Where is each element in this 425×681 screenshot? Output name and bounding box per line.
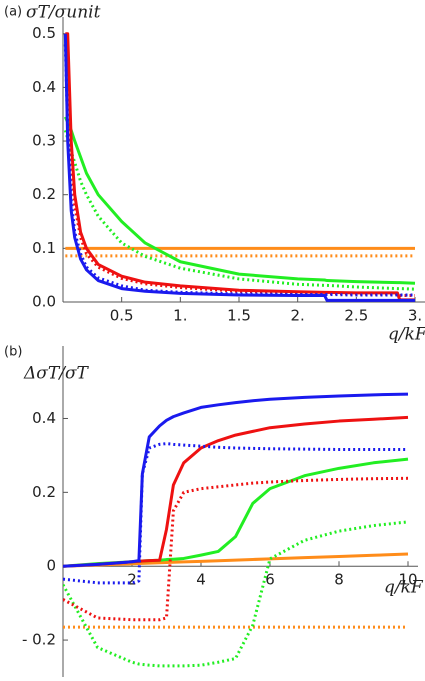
y-tick-label: 0.1: [32, 239, 56, 257]
series-line: [63, 116, 416, 285]
y-axis-label: ΔσT/σT: [23, 364, 90, 384]
plot-area: [63, 392, 409, 668]
series-line: [63, 392, 409, 568]
plot-area: [63, 32, 416, 302]
y-tick-label: 0.0: [32, 293, 56, 311]
y-tick-label: - 0.2: [22, 631, 56, 649]
y-tick-label: 0.4: [32, 78, 56, 96]
x-tick-label: 0.5: [110, 307, 134, 325]
series-line: [63, 44, 415, 297]
series-line: [63, 520, 409, 668]
panel-label: (b): [4, 345, 22, 360]
series-line: [63, 415, 409, 568]
x-tick-label: 6: [265, 571, 275, 589]
series-line: [63, 552, 409, 568]
series-line: [63, 33, 415, 298]
series-line: [63, 476, 409, 622]
x-tick-label: 2.5: [344, 307, 368, 325]
y-tick-label: 0.4: [32, 409, 56, 427]
x-tick-label: 1.: [173, 307, 187, 325]
x-tick-label: 2: [127, 571, 137, 589]
x-axis-label: q/kF: [384, 578, 424, 598]
x-axis-label: q/kF: [388, 325, 425, 345]
y-axis-label: σT/σunit: [26, 3, 101, 23]
y-tick-label: 0.3: [32, 132, 56, 150]
series-line: [63, 442, 408, 585]
y-tick-label: 0: [46, 557, 56, 575]
x-tick-label: 4: [196, 571, 206, 589]
x-tick-label: 10: [398, 571, 417, 589]
x-tick-label: 2.: [291, 307, 305, 325]
series-line: [63, 457, 409, 568]
series-line: [65, 32, 415, 302]
series-line: [63, 33, 415, 302]
y-tick-label: 0.2: [32, 185, 56, 203]
x-tick-label: 3.: [408, 307, 422, 325]
x-tick-label: 1.5: [227, 307, 251, 325]
y-tick-label: 0.5: [32, 24, 56, 42]
series-line: [63, 129, 416, 291]
y-tick-label: 0.2: [32, 483, 56, 501]
x-tick-label: 8: [334, 571, 344, 589]
panel-label: (a): [4, 5, 22, 20]
